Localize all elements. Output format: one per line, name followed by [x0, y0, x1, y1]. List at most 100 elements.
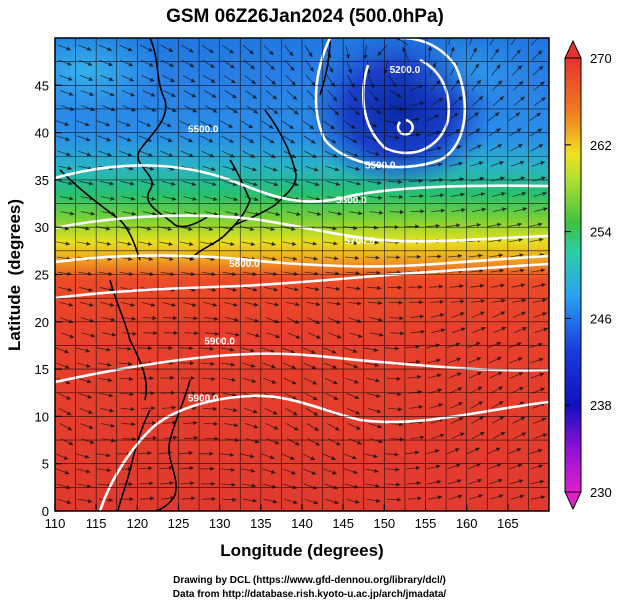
wind-arrow	[519, 160, 525, 165]
wind-arrow	[498, 386, 503, 391]
wind-arrow	[210, 78, 216, 83]
y-tick-label: 40	[35, 126, 49, 141]
wind-arrow	[494, 48, 499, 54]
wind-arrow	[63, 455, 69, 460]
wind-arrow	[271, 80, 276, 85]
wind-arrow	[147, 137, 152, 142]
wind-arrow	[417, 496, 422, 501]
wind-arrow	[211, 287, 217, 292]
wind-arrow	[461, 207, 466, 213]
wind-arrow	[190, 481, 195, 486]
wind-arrow	[169, 480, 174, 486]
wind-arrow	[127, 241, 132, 246]
wind-arrow	[372, 123, 377, 128]
wind-arrow	[152, 316, 157, 321]
wind-arrow	[313, 411, 318, 416]
wind-arrow	[517, 357, 523, 362]
wind-arrow	[415, 117, 420, 122]
wind-arrow	[169, 256, 174, 262]
wind-arrow	[334, 426, 340, 431]
wind-arrow	[377, 300, 383, 306]
wind-arrow	[229, 347, 235, 352]
wind-arrow	[211, 481, 215, 486]
wind-arrow	[291, 153, 296, 158]
wind-arrow	[67, 271, 72, 276]
wind-arrow	[516, 448, 522, 452]
wind-arrow	[540, 268, 545, 273]
wind-arrow	[129, 496, 134, 502]
wind-arrow	[313, 167, 319, 172]
wind-arrow	[458, 417, 464, 422]
wind-arrow	[110, 196, 115, 201]
wind-arrow	[352, 348, 358, 353]
wind-arrow	[497, 478, 503, 483]
wind-arrow	[477, 371, 482, 376]
wind-arrow	[272, 499, 278, 504]
wind-arrow	[149, 376, 154, 381]
wind-arrow	[86, 46, 92, 51]
wind-arrow	[476, 357, 482, 362]
wind-arrow	[499, 96, 504, 101]
wind-arrow	[149, 77, 155, 82]
wind-arrow	[130, 181, 135, 186]
wind-arrow	[419, 314, 424, 319]
wind-arrow	[67, 426, 72, 431]
wind-arrow	[520, 417, 525, 421]
wind-arrow	[149, 481, 154, 486]
wind-arrow	[345, 54, 351, 59]
wind-arrow	[420, 101, 425, 106]
wind-arrow	[131, 211, 136, 216]
wind-arrow	[230, 64, 235, 69]
contour-label: 5700.0	[344, 236, 375, 247]
wind-arrow	[106, 347, 111, 352]
wind-arrow	[478, 161, 484, 166]
wind-arrow	[434, 449, 440, 454]
colorbar-tick-label: 246	[590, 311, 612, 326]
wind-arrow	[148, 62, 154, 67]
wind-arrow	[169, 62, 174, 67]
wind-arrow	[188, 48, 194, 53]
wind-arrow	[542, 191, 547, 196]
wind-arrow	[501, 298, 506, 303]
wind-arrow	[459, 284, 464, 289]
wind-arrow	[232, 287, 237, 292]
wind-arrow	[438, 162, 443, 167]
wind-arrow	[85, 137, 91, 142]
wind-arrow	[67, 287, 73, 292]
y-tick-label: 20	[35, 315, 49, 330]
wind-arrow	[315, 301, 321, 307]
wind-arrow	[192, 196, 197, 201]
wind-arrow	[194, 331, 199, 336]
wind-arrow	[416, 481, 421, 486]
wind-arrow	[354, 255, 359, 261]
wind-arrow	[148, 47, 153, 52]
wind-arrow	[211, 166, 216, 172]
wind-arrow	[457, 494, 463, 499]
wind-arrow	[516, 49, 521, 55]
wind-arrow	[295, 302, 300, 307]
wind-arrow	[478, 253, 483, 258]
wind-arrow	[398, 300, 403, 305]
wind-arrow	[543, 207, 548, 212]
wind-arrow	[191, 181, 196, 186]
wind-arrow	[208, 138, 214, 143]
wind-arrow	[111, 332, 116, 337]
wind-arrow	[233, 196, 238, 202]
wind-arrow	[454, 448, 460, 453]
wind-arrow	[68, 91, 74, 96]
wind-arrow	[70, 211, 75, 216]
wind-arrow	[168, 47, 173, 52]
wind-arrow	[457, 479, 462, 484]
wind-arrow	[370, 83, 375, 88]
wind-arrow	[356, 286, 361, 291]
wind-arrow	[458, 96, 463, 101]
wind-arrow	[520, 283, 526, 288]
contour-label: 5900.0	[188, 393, 219, 404]
wind-arrow	[190, 360, 194, 366]
wind-arrow	[293, 271, 298, 276]
wind-arrow	[450, 46, 455, 52]
wind-arrow	[475, 447, 480, 452]
wind-arrow	[108, 271, 113, 276]
wind-arrow	[399, 209, 404, 215]
wind-arrow	[68, 302, 73, 307]
